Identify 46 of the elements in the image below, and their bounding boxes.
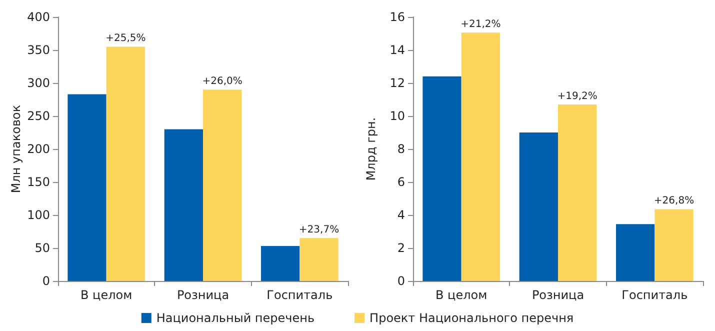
bar <box>300 238 338 281</box>
x-tick-label: Розница <box>176 288 230 302</box>
y-axis-title: Млн упаковок <box>9 104 23 194</box>
bar <box>558 104 597 281</box>
y-tick-label: 100 <box>27 208 50 222</box>
y-tick-label: 10 <box>390 109 405 123</box>
legend-label: Национальный перечень <box>156 311 315 325</box>
y-tick-label: 8 <box>397 142 405 156</box>
bar <box>164 129 203 281</box>
bar <box>106 46 145 281</box>
x-tick-label: В целом <box>80 288 132 302</box>
bar <box>519 132 558 281</box>
y-tick-label: 400 <box>27 10 50 24</box>
legend-label: Проект Национального перечня <box>370 311 574 325</box>
x-tick-label: Госпиталь <box>622 288 688 302</box>
y-tick-label: 2 <box>397 241 405 255</box>
y-axis-title: Млрд грн. <box>364 117 378 181</box>
annotation: +25,5% <box>106 33 146 44</box>
bar <box>654 209 694 281</box>
y-tick-label: 6 <box>397 175 405 189</box>
y-tick-label: 0 <box>42 274 50 288</box>
annotation: +23,7% <box>298 224 340 236</box>
y-tick-label: 14 <box>390 43 405 57</box>
y-tick-label: 250 <box>27 109 50 123</box>
x-tick-label: Госпиталь <box>266 288 333 302</box>
annotation: +26,8% <box>654 196 694 207</box>
bar <box>203 90 242 281</box>
y-tick-label: 16 <box>390 10 405 24</box>
bar <box>422 76 462 281</box>
y-tick-label: 350 <box>27 43 50 57</box>
y-tick-label: 12 <box>390 76 405 90</box>
y-tick-label: 150 <box>27 175 50 189</box>
bar <box>616 224 655 281</box>
annotation: +19,2% <box>557 90 598 102</box>
annotation: +21,2% <box>460 19 501 30</box>
bar <box>261 246 300 281</box>
x-tick-label: Розница <box>532 288 584 302</box>
annotation: +26,0% <box>202 76 242 88</box>
bar <box>461 32 500 281</box>
y-tick-label: 200 <box>27 142 50 156</box>
y-tick-label: 300 <box>27 76 50 90</box>
y-tick-label: 4 <box>397 208 405 222</box>
y-tick-label: 0 <box>397 274 405 288</box>
bar <box>68 94 106 281</box>
x-tick-label: В целом <box>435 288 488 302</box>
y-tick-label: 50 <box>34 241 50 255</box>
